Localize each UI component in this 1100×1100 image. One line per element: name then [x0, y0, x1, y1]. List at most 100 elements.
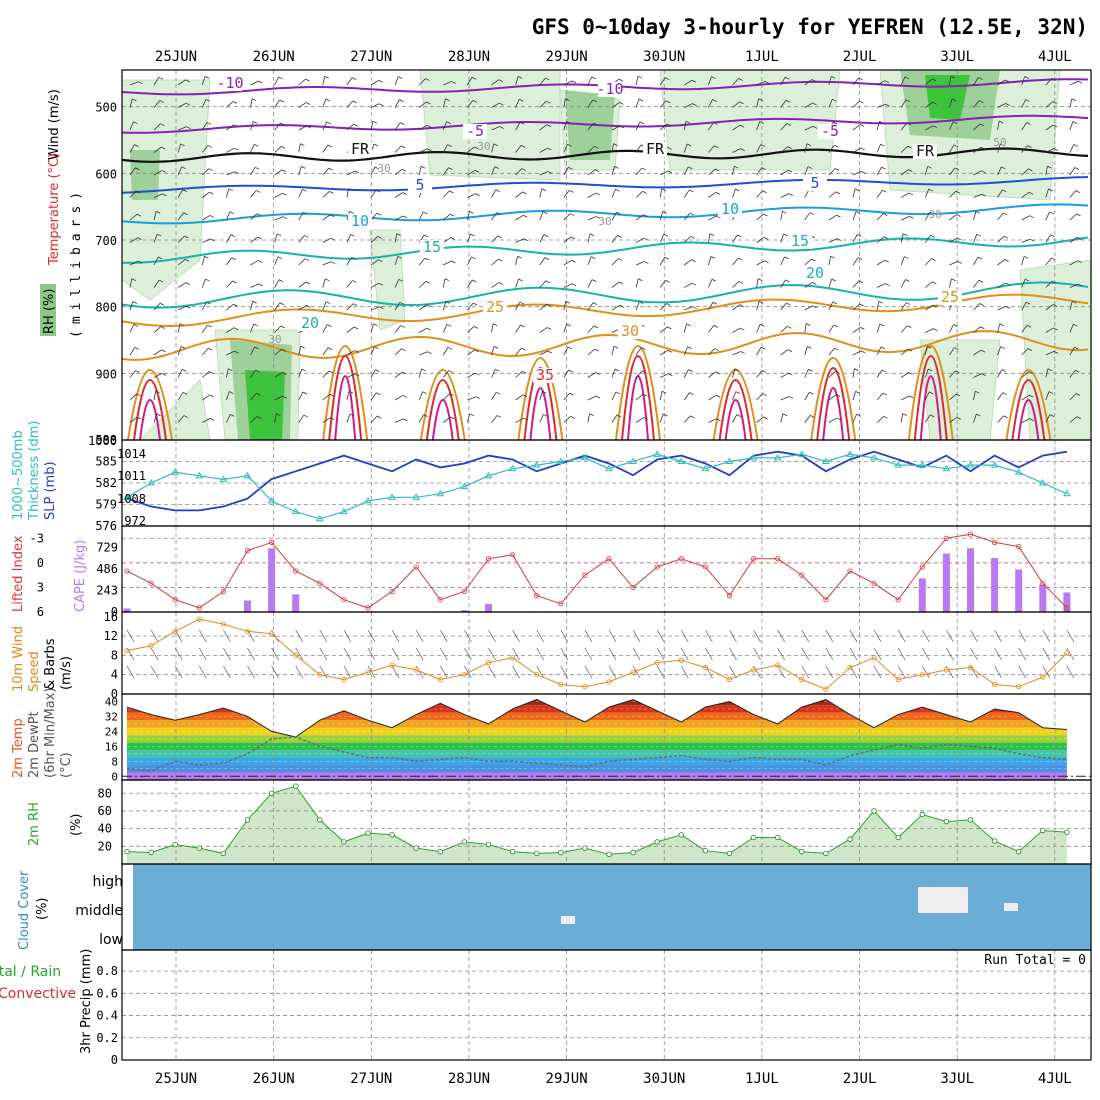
wind-barb	[924, 211, 931, 221]
wind-barb-flag	[205, 278, 210, 282]
lifted-index-point	[967, 531, 974, 537]
wind-barb-flag	[375, 189, 381, 193]
wind-barb	[274, 256, 279, 266]
wind-barb	[660, 373, 669, 378]
wind-barb	[997, 306, 1007, 311]
wind-barb-flag	[642, 393, 648, 397]
temp-tick: 40	[105, 695, 118, 708]
wind-barb-10m	[223, 665, 231, 679]
wind-barb-flag	[258, 283, 263, 287]
wind-barb	[683, 121, 687, 131]
wind-barb	[684, 282, 693, 288]
wind-barb	[129, 167, 136, 176]
wind-speed-line	[126, 618, 1068, 690]
isotherm-arch	[919, 375, 942, 441]
wind-barb-10m	[729, 647, 737, 661]
wind-barb	[587, 233, 591, 243]
wind-barb	[756, 81, 766, 86]
wind-barb	[563, 392, 570, 401]
wind-barb-flag	[474, 169, 480, 173]
wind-barb-flag	[834, 168, 840, 171]
wind-barb-flag	[591, 76, 596, 80]
date-label-top: 29JUN	[546, 49, 588, 65]
wind-barb	[852, 77, 859, 86]
wind-barb	[949, 121, 954, 131]
frame-layer	[121, 69, 1092, 1061]
wind-barb	[973, 280, 980, 288]
wind-barb	[515, 394, 524, 401]
lifted-index-point	[124, 568, 130, 574]
wind-barb-10m	[801, 629, 810, 643]
wind-barb-flag	[668, 373, 673, 377]
wind-barb-10m	[319, 647, 328, 661]
wind-barb	[442, 144, 448, 153]
wind-barb	[250, 416, 258, 423]
wind-barb	[274, 99, 280, 108]
wind-barb	[876, 121, 880, 131]
wind-barb	[491, 323, 494, 333]
wind-barb-flag	[208, 371, 214, 374]
wind-barb	[804, 102, 813, 108]
wind-barb-flag	[884, 259, 889, 263]
slp-tick: 1008	[117, 492, 146, 506]
wind-barb	[635, 417, 644, 423]
thickness-point	[267, 496, 276, 504]
wind-barb-flag	[615, 391, 621, 395]
wind-barb	[852, 350, 862, 356]
wind-barb	[900, 76, 906, 86]
wind-barb-10m	[198, 629, 207, 643]
wind-barb-flag	[932, 304, 938, 308]
wind-barb	[250, 80, 259, 86]
wind-speed-point	[485, 660, 492, 666]
wind-barb-10m	[680, 629, 689, 643]
wind-barb-flag	[952, 121, 958, 125]
wind-barb	[250, 323, 255, 333]
wind-barb-flag	[398, 278, 404, 282]
wind-barb	[611, 304, 620, 311]
wind-barb	[177, 415, 185, 423]
wind-barb-10m	[729, 665, 737, 679]
wind-barb	[708, 348, 715, 356]
wind-speed-point	[606, 679, 612, 685]
wind-barb	[467, 193, 476, 198]
rh-point	[967, 817, 974, 823]
wind-barb	[201, 122, 208, 131]
wind-barb-flag	[835, 370, 840, 374]
wind-barb-10m	[295, 647, 304, 661]
axis-label-thickness: Thickness (dm)	[27, 421, 42, 521]
thickness-tick: 582	[95, 476, 117, 490]
wind-barb-flag	[758, 98, 763, 102]
wind-barb-flag	[784, 256, 789, 260]
wind-barb-10m	[512, 665, 520, 679]
wind-barb-10m	[415, 629, 424, 643]
wind-barb-flag	[204, 76, 210, 79]
precip-tick: 0.4	[96, 1009, 118, 1023]
isotherm-5	[121, 176, 1089, 194]
wind-barb	[563, 213, 571, 221]
wind-speed-point	[196, 616, 202, 622]
wind-barb-flag	[715, 371, 720, 375]
wind-barb	[250, 236, 258, 243]
lifted-index-point	[678, 556, 684, 562]
wind-barb-flag	[136, 393, 141, 397]
wind-barb-flag	[1025, 99, 1030, 102]
wind-barb	[226, 303, 234, 311]
wind-barb-flag	[764, 81, 770, 84]
wind-barb-10m	[126, 665, 135, 679]
wind-barb-flag	[1004, 79, 1010, 83]
wind-barb	[226, 147, 235, 153]
wind-barb-flag	[955, 393, 961, 397]
wind-barb-flag	[716, 418, 721, 422]
cape-bar	[967, 548, 974, 612]
thickness-point	[291, 507, 300, 515]
wind-barb	[226, 350, 235, 356]
wind-barb-flag	[906, 325, 912, 329]
wind-barb-flag	[569, 189, 574, 193]
wind-barb	[418, 257, 426, 266]
wind-barb-flag	[351, 256, 356, 260]
wind-barb-flag	[546, 100, 551, 104]
wind-barb-flag	[377, 415, 382, 419]
wind-barb	[924, 166, 929, 176]
axis-label-millibars: (millibars)	[69, 186, 84, 338]
wind-barb	[973, 211, 977, 221]
